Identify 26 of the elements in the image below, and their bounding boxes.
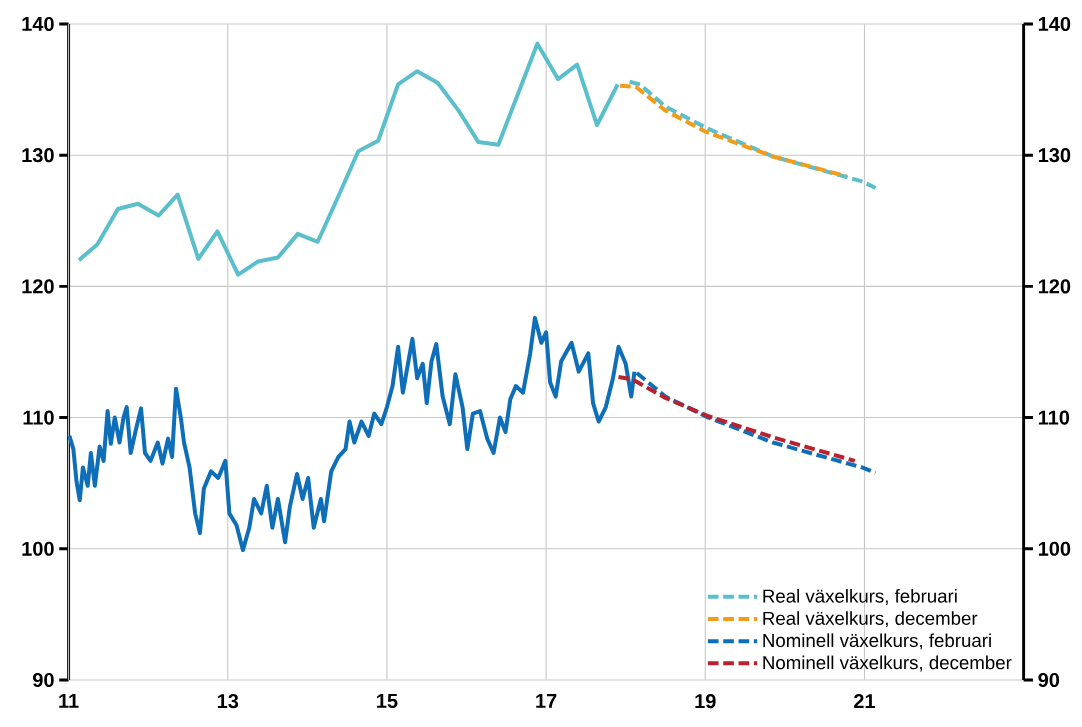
line-series: [618, 83, 849, 179]
line-series: [616, 374, 857, 463]
y2-tick-label: 130: [1038, 148, 1071, 163]
y2-tick-label: 90: [1038, 672, 1060, 688]
legend-label: Real växelkurs, december: [763, 611, 978, 628]
line-series: [76, 41, 620, 277]
y-tick-label: 100: [22, 541, 54, 556]
line-series: [627, 79, 878, 190]
y-tick-label: 130: [22, 148, 54, 163]
legend-label: Nominell växelkurs, februari: [763, 633, 991, 650]
y-tick-label: 90: [33, 672, 54, 688]
x-tick-label: 17: [536, 694, 557, 708]
y-tick-label: 120: [22, 279, 54, 294]
x-tick-label: 15: [377, 694, 398, 708]
y2-tick-label: 100: [1038, 541, 1071, 556]
x-tick-label: 11: [59, 694, 79, 708]
y-tick-label: 140: [22, 16, 54, 32]
y2-tick-label: 110: [1038, 410, 1070, 425]
y2-tick-label: 140: [1038, 16, 1071, 32]
x-tick-label: 13: [217, 694, 239, 709]
y2-tick-label: 120: [1038, 279, 1071, 294]
x-tick-label: 21: [854, 694, 875, 708]
legend-label: Nominell växelkurs, december: [763, 655, 1012, 672]
y-tick-label: 110: [23, 410, 54, 425]
x-tick-label: 19: [695, 694, 716, 709]
legend-label: Real växelkurs, februari: [763, 588, 957, 605]
